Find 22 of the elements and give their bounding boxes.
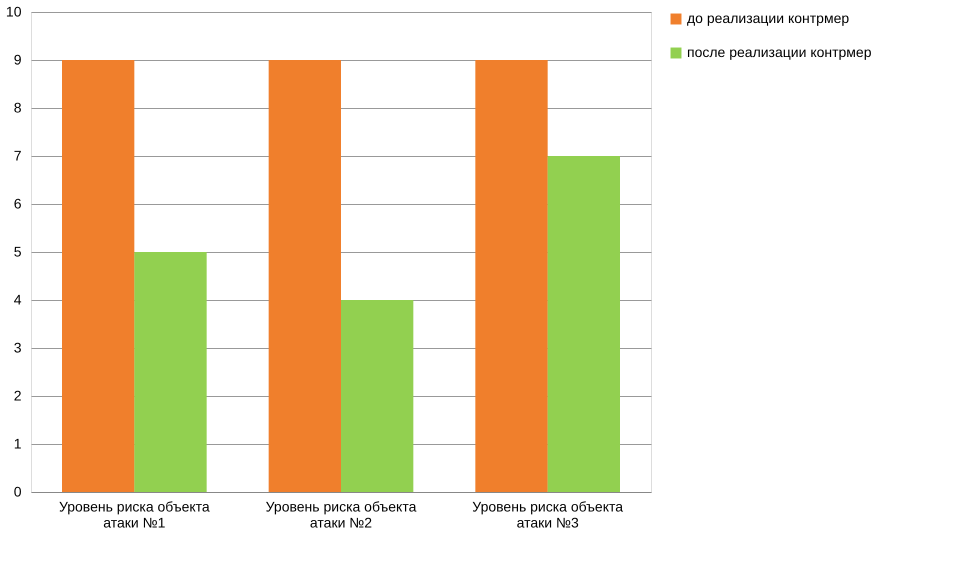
legend-label: после реализации контрмер (687, 44, 872, 60)
y-tick-label: 6 (14, 196, 22, 212)
x-tick-label: Уровень риска объекта атаки №3 (472, 498, 624, 530)
legend-label: до реализации контрмер (687, 10, 850, 26)
bar (475, 60, 548, 492)
y-tick-label: 7 (14, 148, 22, 164)
y-tick-label: 9 (14, 52, 22, 68)
bar (268, 60, 341, 492)
y-tick-label: 0 (14, 484, 22, 500)
bar (134, 252, 207, 492)
bar (548, 156, 620, 492)
bar (62, 60, 134, 492)
y-tick-label: 2 (14, 388, 22, 404)
y-tick-label: 3 (14, 340, 22, 356)
y-tick-label: 4 (14, 292, 22, 308)
bar (341, 300, 414, 492)
y-tick-label: 10 (6, 4, 22, 20)
y-tick-label: 1 (14, 436, 22, 452)
x-tick-label: Уровень риска объекта атаки №1 (58, 498, 210, 530)
y-tick-label: 8 (14, 100, 22, 116)
x-tick-label: Уровень риска объекта атаки №2 (266, 498, 417, 530)
y-tick-label: 5 (14, 244, 22, 260)
